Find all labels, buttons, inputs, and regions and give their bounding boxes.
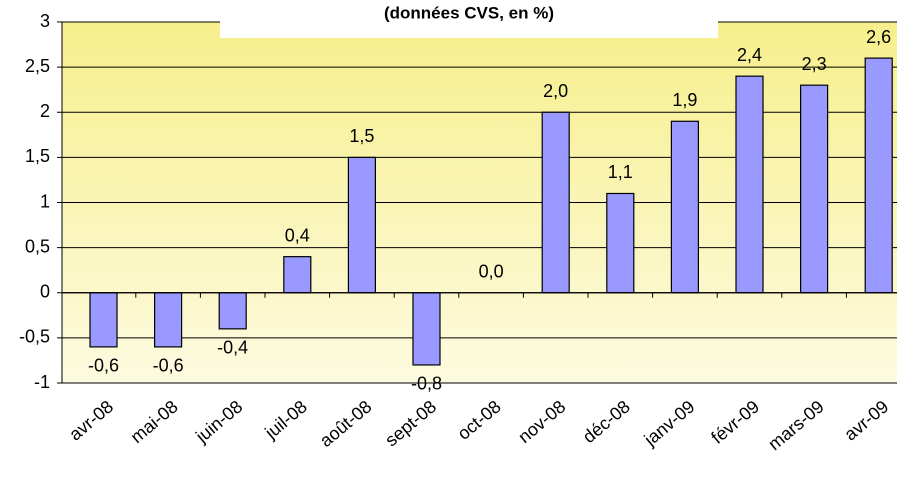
bar (412, 292, 441, 366)
bar (283, 256, 312, 294)
y-tick-label: 0,5 (25, 236, 50, 256)
bar (541, 111, 570, 294)
bar (606, 192, 635, 294)
y-tick-label: 2 (40, 101, 50, 121)
value-label: -0,6 (88, 356, 119, 376)
x-tick-label: déc-08 (579, 396, 634, 447)
value-label: 2,0 (543, 81, 568, 101)
x-tick-label: juil-08 (261, 396, 311, 443)
x-tick-label: nov-08 (514, 396, 569, 447)
value-label: 1,1 (608, 162, 633, 182)
x-tick-label: juin-08 (191, 396, 246, 447)
bar (89, 292, 118, 348)
y-tick-label: 1 (40, 191, 50, 211)
value-label: 2,6 (866, 27, 891, 47)
x-tick-label: sept-08 (381, 396, 440, 450)
x-tick-label: mai-08 (127, 396, 182, 447)
x-tick-label: août-08 (316, 396, 376, 451)
y-tick-label: 2,5 (25, 56, 50, 76)
value-label: 1,9 (672, 90, 697, 110)
y-tick-label: 1,5 (25, 146, 50, 166)
x-tick-label: janv-09 (640, 396, 699, 450)
x-tick-label: mars-09 (764, 396, 827, 454)
chart-title: (données CVS, en %) (384, 3, 554, 22)
x-tick-label: avr-09 (840, 396, 892, 444)
bar (347, 156, 376, 294)
y-tick-label: 0 (40, 282, 50, 302)
x-tick-label: févr-09 (707, 396, 763, 447)
bar (154, 292, 183, 348)
x-tick-label: oct-08 (454, 396, 505, 443)
bar (670, 120, 700, 294)
bar (799, 84, 829, 294)
value-label: 0,4 (285, 225, 310, 245)
bar (218, 292, 247, 330)
value-label: 1,5 (349, 126, 374, 146)
value-label: -0,6 (153, 356, 184, 376)
bar (864, 57, 893, 294)
y-tick-label: -1 (34, 372, 50, 392)
value-label: 2,4 (737, 45, 762, 65)
title-box (220, 0, 718, 38)
value-label: -0,8 (411, 374, 442, 394)
x-tick-label: avr-08 (65, 396, 117, 444)
value-label: 2,3 (802, 54, 827, 74)
value-label: -0,4 (217, 338, 248, 358)
bar (735, 75, 764, 294)
y-tick-label: -0,5 (19, 327, 50, 347)
value-label: 0,0 (479, 262, 504, 282)
y-tick-label: 3 (40, 11, 50, 31)
